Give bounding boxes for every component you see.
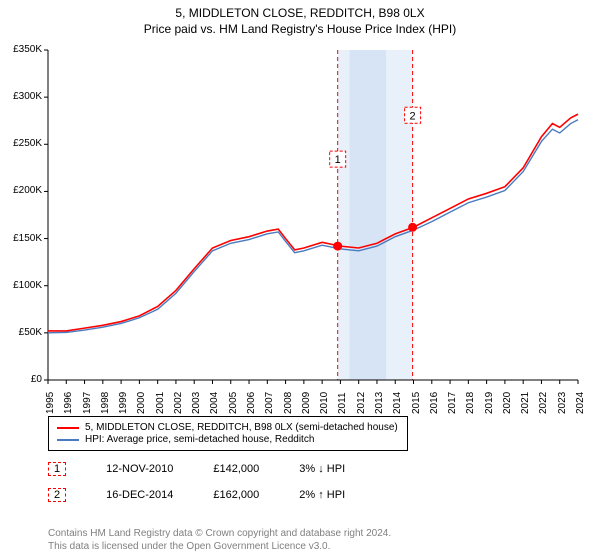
chart-container: 5, MIDDLETON CLOSE, REDDITCH, B98 0LX Pr… [0, 0, 600, 560]
transaction-marker: 2 [48, 488, 66, 502]
x-tick-label: 2024 [575, 392, 586, 414]
y-tick-label: £300K [2, 91, 42, 102]
y-tick-label: £150K [2, 233, 42, 244]
transaction-price: £142,000 [213, 463, 259, 475]
transaction-delta: 2% ↑ HPI [299, 489, 345, 501]
chart-svg: 12 [0, 0, 588, 390]
x-tick-label: 2005 [228, 392, 239, 414]
transaction-price: £162,000 [213, 489, 259, 501]
x-tick-label: 2007 [264, 392, 275, 414]
legend-label: HPI: Average price, semi-detached house,… [85, 434, 314, 445]
footer-line-1: Contains HM Land Registry data © Crown c… [48, 528, 391, 539]
transaction-row-2: 2 16-DEC-2014 £162,000 2% ↑ HPI [48, 488, 385, 502]
y-tick-label: £50K [2, 327, 42, 338]
x-tick-label: 2016 [429, 392, 440, 414]
x-tick-label: 2013 [374, 392, 385, 414]
y-tick-label: £100K [2, 280, 42, 291]
x-tick-label: 2014 [392, 392, 403, 414]
y-tick-label: £0 [2, 374, 42, 385]
x-tick-label: 1997 [82, 392, 93, 414]
x-tick-label: 2006 [246, 392, 257, 414]
x-tick-label: 2015 [411, 392, 422, 414]
y-tick-label: £350K [2, 44, 42, 55]
x-tick-label: 1998 [100, 392, 111, 414]
svg-text:1: 1 [335, 154, 341, 166]
x-tick-label: 1996 [63, 392, 74, 414]
legend-box: 5, MIDDLETON CLOSE, REDDITCH, B98 0LX (s… [48, 416, 408, 451]
x-tick-label: 2018 [465, 392, 476, 414]
x-tick-label: 2022 [538, 392, 549, 414]
x-tick-label: 2017 [447, 392, 458, 414]
legend-row-hpi: HPI: Average price, semi-detached house,… [57, 434, 399, 445]
legend-row-price_paid: 5, MIDDLETON CLOSE, REDDITCH, B98 0LX (s… [57, 422, 399, 433]
marker-dot-2 [408, 223, 417, 232]
x-tick-label: 2010 [319, 392, 330, 414]
legend-swatch [57, 439, 79, 441]
svg-text:2: 2 [410, 110, 416, 122]
transaction-row-1: 1 12-NOV-2010 £142,000 3% ↓ HPI [48, 462, 385, 476]
x-tick-label: 2021 [520, 392, 531, 414]
x-tick-label: 2020 [502, 392, 513, 414]
x-tick-label: 2023 [557, 392, 568, 414]
x-tick-label: 1995 [45, 392, 56, 414]
x-tick-label: 2004 [209, 392, 220, 414]
x-tick-label: 2009 [301, 392, 312, 414]
legend-label: 5, MIDDLETON CLOSE, REDDITCH, B98 0LX (s… [85, 422, 398, 433]
x-tick-label: 2011 [337, 392, 348, 414]
x-tick-label: 2019 [484, 392, 495, 414]
x-tick-label: 2012 [356, 392, 367, 414]
x-tick-label: 2001 [155, 392, 166, 414]
transaction-date: 12-NOV-2010 [106, 463, 173, 475]
y-tick-label: £250K [2, 138, 42, 149]
x-tick-label: 2008 [283, 392, 294, 414]
legend-swatch [57, 427, 79, 429]
series-price_paid [48, 114, 578, 331]
transaction-date: 16-DEC-2014 [106, 489, 173, 501]
footer-line-2: This data is licensed under the Open Gov… [48, 541, 330, 552]
x-tick-label: 2002 [173, 392, 184, 414]
transaction-delta: 3% ↓ HPI [299, 463, 345, 475]
transaction-marker: 1 [48, 462, 66, 476]
x-tick-label: 2000 [136, 392, 147, 414]
x-tick-label: 2003 [191, 392, 202, 414]
marker-dot-1 [333, 242, 342, 251]
series-hpi [48, 120, 578, 333]
y-tick-label: £200K [2, 185, 42, 196]
x-tick-label: 1999 [118, 392, 129, 414]
